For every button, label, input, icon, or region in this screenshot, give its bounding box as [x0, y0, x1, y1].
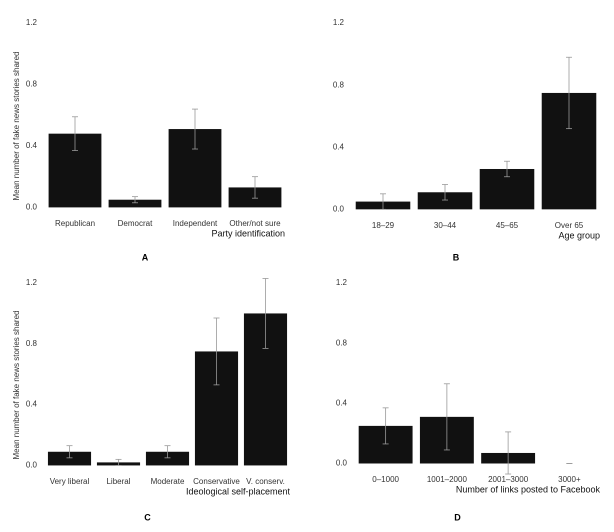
y-tick-label: 0.8 [333, 80, 345, 89]
error-bar [382, 407, 389, 445]
x-tick-label: V. conserv. [246, 477, 285, 486]
error-bar [566, 56, 572, 130]
y-tick-label: 1.2 [333, 18, 345, 27]
panel-label: D [454, 512, 461, 522]
y-axis-label: Mean number of fake news stories shared [12, 311, 21, 460]
error-bar [252, 176, 258, 199]
error-bar [262, 278, 269, 349]
x-tick-label: 45–65 [496, 221, 519, 230]
y-tick-label: 0.0 [333, 204, 345, 213]
x-tick-label: Very liberal [50, 477, 90, 486]
x-tick-label: 18–29 [372, 221, 395, 230]
y-tick-label: 0.8 [336, 338, 348, 347]
bar [108, 199, 162, 208]
error-bar [164, 445, 171, 459]
x-tick-label: 0–1000 [372, 475, 399, 484]
error-bar [66, 445, 73, 459]
x-axis-label: Party identification [211, 228, 285, 238]
panel-label: B [453, 252, 460, 262]
panel-label: A [142, 252, 149, 262]
x-tick-label: Independent [173, 219, 218, 228]
y-tick-label: 0.0 [336, 459, 348, 468]
error-bar [192, 108, 198, 150]
panel-label: C [144, 512, 151, 522]
error-bar [504, 160, 510, 178]
bar [417, 192, 473, 210]
error-bar [132, 196, 138, 204]
y-tick-label: 0.0 [26, 203, 38, 212]
x-tick-label: Over 65 [555, 221, 584, 230]
y-tick-label: 1.2 [26, 18, 38, 27]
y-tick-label: 0.8 [26, 339, 38, 348]
y-tick-label: 0.4 [26, 141, 38, 150]
error-bar [443, 383, 450, 451]
x-tick-label: Moderate [151, 477, 185, 486]
x-tick-label: 30–44 [434, 221, 457, 230]
error-bar [505, 431, 512, 475]
x-tick-label: Liberal [106, 477, 130, 486]
x-axis-label: Age group [558, 230, 600, 240]
y-axis-label: Mean number of fake news stories shared [12, 52, 21, 201]
x-tick-label: 1001–2000 [427, 475, 468, 484]
y-tick-label: 0.8 [26, 80, 38, 89]
x-axis-label: Ideological self-placement [186, 486, 291, 496]
x-tick-label: Conservative [193, 477, 240, 486]
y-tick-label: 0.4 [26, 400, 38, 409]
x-tick-label: 2001–3000 [488, 475, 529, 484]
y-tick-label: 0.4 [333, 142, 345, 151]
error-bar [72, 116, 78, 151]
error-bar [115, 458, 122, 466]
error-bar [213, 317, 220, 386]
x-axis-label: Number of links posted to Facebook [456, 484, 601, 494]
error-bar [442, 184, 448, 201]
y-tick-label: 0.4 [336, 398, 348, 407]
y-tick-label: 1.2 [26, 278, 38, 287]
bar [47, 451, 92, 466]
x-tick-label: 3000+ [558, 475, 581, 484]
y-tick-label: 1.2 [336, 278, 348, 287]
x-tick-label: Other/not sure [229, 219, 281, 228]
y-tick-label: 0.0 [26, 461, 38, 470]
x-tick-label: Democrat [118, 219, 153, 228]
error-bar [380, 193, 386, 210]
x-tick-label: Republican [55, 219, 95, 228]
bar [145, 451, 190, 466]
